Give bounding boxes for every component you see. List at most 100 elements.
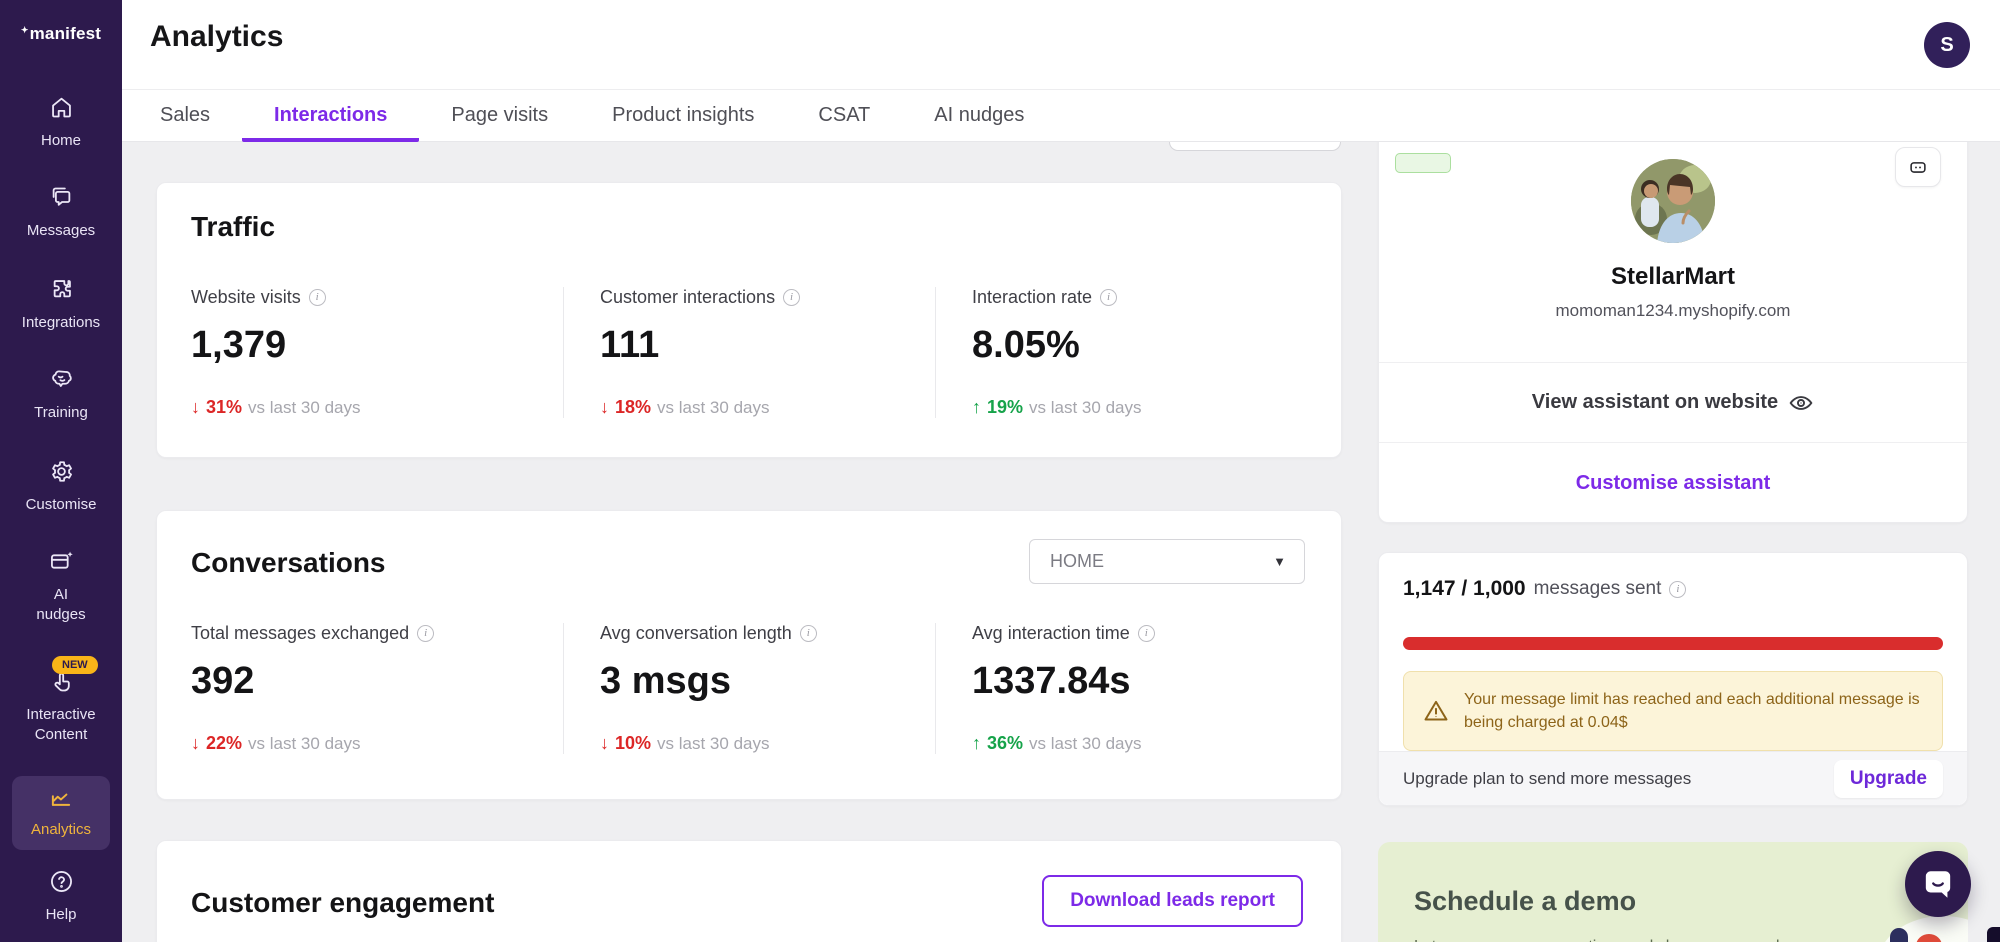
usage-footer-text: Upgrade plan to send more messages <box>1403 768 1692 788</box>
conversations-title: Conversations <box>191 547 386 578</box>
sidebar-item-ai-nudges[interactable]: AI nudges <box>0 548 122 624</box>
home-icon <box>51 97 71 118</box>
tab-bar: Sales Interactions Page visits Product i… <box>128 90 1056 142</box>
assistant-avatar-image <box>1631 159 1715 243</box>
page-filter-value: HOME <box>1050 551 1104 571</box>
assistant-name: StellarMart <box>1610 263 1736 290</box>
customer-engagement-title: Customer engagement <box>191 887 495 918</box>
metric-total-messages: Total messages exchanged i 392 22%vs last… <box>191 623 563 754</box>
view-assistant-label: View assistant on website <box>1531 391 1779 413</box>
messages-icon <box>52 187 70 206</box>
tab-csat[interactable]: CSAT <box>818 104 871 126</box>
warning-icon <box>1424 700 1448 721</box>
upgrade-button[interactable]: Upgrade <box>1833 759 1943 798</box>
sidebar: ✦manifest Home Messages Integrations Tra… <box>0 0 122 942</box>
delta-arrow-icon <box>600 397 609 418</box>
usage-warning: Your message limit has reached and each … <box>1403 671 1943 751</box>
metric-delta: 10%vs last 30 days <box>600 733 935 754</box>
brain-icon <box>51 370 72 387</box>
metric-value: 8.05% <box>972 324 1080 366</box>
info-icon[interactable]: i <box>799 625 817 642</box>
metric-delta: 31%vs last 30 days <box>191 397 563 418</box>
user-avatar[interactable]: S <box>1924 22 1970 68</box>
gear-icon <box>51 461 72 482</box>
sidebar-item-label: Training <box>34 404 88 421</box>
metric-label: Total messages exchanged <box>191 623 410 643</box>
sidebar-item-label: Analytics <box>30 821 92 838</box>
info-icon[interactable]: i <box>1100 289 1118 306</box>
metric-delta: 36%vs last 30 days <box>972 733 1307 754</box>
sidebar-item-label: Messages <box>26 222 96 239</box>
tab-page-visits[interactable]: Page visits <box>451 104 549 126</box>
metric-customer-interactions: Customer interactions i 111 18%vs last 30… <box>563 287 935 418</box>
metric-label: Interaction rate <box>972 287 1093 307</box>
sidebar-item-integrations[interactable]: Integrations <box>0 276 122 333</box>
schedule-demo-title: Schedule a demo <box>1414 886 1637 916</box>
sidebar-item-customise[interactable]: Customise <box>0 458 122 515</box>
sidebar-item-help[interactable]: Help <box>0 868 122 925</box>
page-title: Analytics <box>150 20 284 53</box>
traffic-card: Traffic Website visits i 1,379 31%vs last… <box>156 182 1342 458</box>
usage-progress-bar <box>1403 637 1943 650</box>
metric-label: Website visits <box>191 287 301 307</box>
metric-value: 392 <box>191 660 255 702</box>
download-leads-report-button[interactable]: Download leads report <box>1042 875 1303 927</box>
chat-widget-button[interactable] <box>1905 851 1971 917</box>
conversations-card: Conversations HOME ▼ Total messages exch… <box>156 510 1342 800</box>
traffic-title: Traffic <box>191 211 276 242</box>
tab-ai-nudges[interactable]: AI nudges <box>934 104 1025 126</box>
metric-delta: 18%vs last 30 days <box>600 397 935 418</box>
delta-arrow-icon <box>972 733 981 754</box>
metric-avg-conversation-length: Avg conversation length i 3 msgs 10%vs la… <box>563 623 935 754</box>
metric-delta: 22%vs last 30 days <box>191 733 563 754</box>
assistant-widget-button[interactable] <box>1895 147 1941 187</box>
info-icon[interactable]: i <box>1669 580 1687 598</box>
status-badge <box>1395 153 1451 173</box>
metric-value: 1,379 <box>191 324 287 366</box>
view-assistant-link[interactable]: View assistant on website <box>1379 362 1967 442</box>
sidebar-item-label: AI nudges <box>36 586 86 623</box>
analytics-chart-icon <box>51 793 71 806</box>
header: Analytics S Sales Interactions Page visi… <box>122 0 2000 142</box>
usage-label: messages sent <box>1533 578 1662 599</box>
schedule-demo-subtext: Let us answer your questions and show yo… <box>1414 938 1780 942</box>
delta-arrow-icon <box>191 733 200 754</box>
sidebar-item-home[interactable]: Home <box>0 94 122 151</box>
page-filter-select[interactable]: HOME ▼ <box>1029 539 1305 584</box>
help-icon <box>50 871 72 892</box>
metric-avg-interaction-time: Avg interaction time i 1337.84s 36%vs las… <box>935 623 1307 754</box>
sidebar-item-label: Interactive Content <box>26 706 96 743</box>
sidebar-item-training[interactable]: Training <box>0 366 122 423</box>
sidebar-item-label: Customise <box>25 496 97 513</box>
usage-footer: Upgrade plan to send more messages Upgra… <box>1379 751 1967 805</box>
assistant-domain: momoman1234.myshopify.com <box>1555 301 1791 320</box>
tab-product-insights[interactable]: Product insights <box>612 104 755 126</box>
metric-value: 1337.84s <box>972 660 1131 702</box>
ai-nudges-icon <box>50 551 73 569</box>
sidebar-item-analytics[interactable]: Analytics <box>12 776 110 850</box>
chevron-down-icon: ▼ <box>1273 554 1286 569</box>
info-icon[interactable]: i <box>417 625 435 642</box>
metric-label: Avg interaction time <box>972 623 1130 643</box>
pointer-hand-icon <box>53 672 70 692</box>
demo-illustration-figure <box>1890 928 1908 942</box>
metric-label: Avg conversation length <box>600 623 792 643</box>
info-icon[interactable]: i <box>783 289 801 306</box>
sidebar-item-label: Help <box>45 906 77 923</box>
header-divider <box>122 89 2000 90</box>
customise-assistant-link[interactable]: Customise assistant <box>1379 442 1967 524</box>
sidebar-item-interactive-content[interactable]: NEW Interactive Content <box>0 656 122 744</box>
chat-bubble-icon <box>1925 871 1951 898</box>
conversations-metrics: Total messages exchanged i 392 22%vs last… <box>191 623 1307 754</box>
app-logo: ✦manifest <box>0 24 122 44</box>
tab-sales[interactable]: Sales <box>160 104 211 126</box>
tab-interactions[interactable]: Interactions <box>242 90 420 142</box>
delta-arrow-icon <box>972 397 981 418</box>
usage-warning-text: Your message limit has reached and each … <box>1464 690 1920 731</box>
info-icon[interactable]: i <box>308 289 326 306</box>
assistant-card: StellarMart momoman1234.myshopify.com Vi… <box>1378 130 1968 523</box>
date-range-dropdown-partial[interactable] <box>1169 142 1341 151</box>
sidebar-item-messages[interactable]: Messages <box>0 184 122 241</box>
info-icon[interactable]: i <box>1137 625 1155 642</box>
sidebar-item-label: Home <box>40 132 81 149</box>
